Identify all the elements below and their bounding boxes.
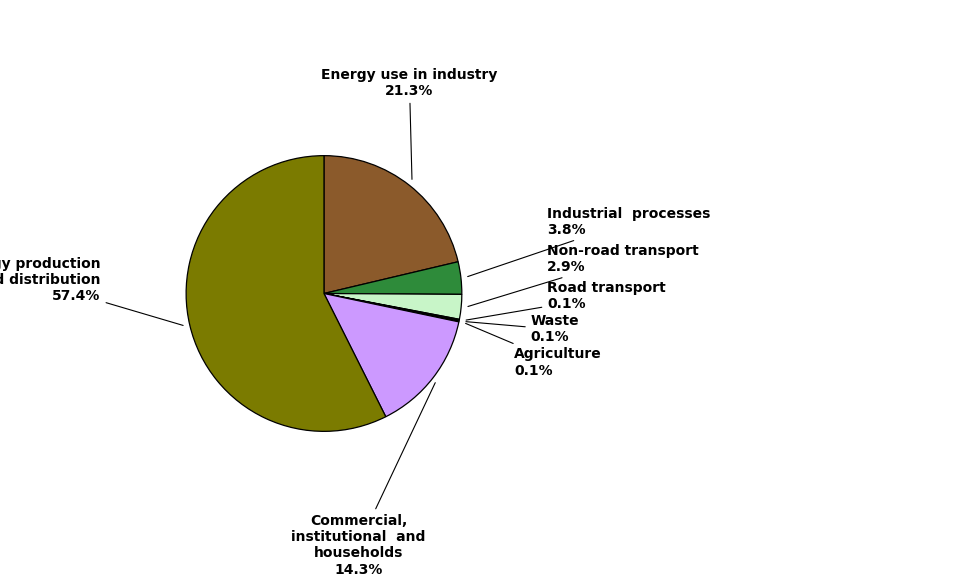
Wedge shape	[324, 294, 459, 320]
Wedge shape	[324, 294, 459, 321]
Wedge shape	[324, 156, 458, 294]
Text: Commercial,
institutional  and
households
14.3%: Commercial, institutional and households…	[291, 383, 435, 576]
Text: Energy production
and distribution
57.4%: Energy production and distribution 57.4%	[0, 257, 183, 325]
Text: Waste
0.1%: Waste 0.1%	[466, 314, 579, 345]
Text: Energy use in industry
21.3%: Energy use in industry 21.3%	[321, 68, 498, 180]
Wedge shape	[324, 294, 459, 322]
Text: Non-road transport
2.9%: Non-road transport 2.9%	[468, 244, 699, 306]
Wedge shape	[324, 294, 462, 319]
Wedge shape	[324, 294, 459, 417]
Text: Agriculture
0.1%: Agriculture 0.1%	[465, 323, 602, 377]
Wedge shape	[186, 156, 386, 431]
Text: Industrial  processes
3.8%: Industrial processes 3.8%	[468, 207, 710, 276]
Wedge shape	[324, 262, 462, 294]
Text: Road transport
0.1%: Road transport 0.1%	[466, 281, 666, 320]
